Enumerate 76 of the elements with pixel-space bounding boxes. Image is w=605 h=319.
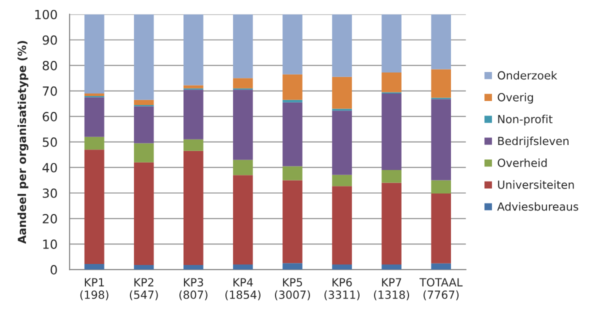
bar	[134, 106, 154, 144]
legend-label: Adviesbureaus	[497, 202, 578, 211]
bar	[382, 170, 402, 183]
bar	[332, 14, 352, 77]
bar	[233, 90, 253, 160]
x-tick-label: KP6 (3311)	[324, 278, 360, 300]
legend-label: Overig	[498, 92, 533, 104]
y-tick-label: 30	[42, 188, 57, 198]
legend-label: Non-profit	[498, 114, 553, 126]
y-tick-label: 100	[35, 10, 57, 20]
bar	[134, 264, 154, 270]
y-tick-label: 70	[42, 86, 57, 96]
bar	[431, 99, 451, 180]
bar	[84, 14, 104, 94]
bar	[431, 180, 451, 194]
x-tick-label: TOTAAL (7767)	[419, 278, 463, 300]
bar	[282, 102, 302, 166]
legend-label: Overheid	[498, 158, 547, 168]
bar	[382, 93, 402, 170]
x-tick-label: KP7 (1318)	[374, 278, 410, 300]
bar	[184, 139, 204, 151]
bar	[332, 264, 352, 270]
bar	[184, 14, 204, 86]
bar	[84, 97, 104, 137]
legend-label: Onderzoek	[498, 70, 558, 80]
y-tick-label: 10	[43, 240, 57, 249]
bar	[233, 175, 253, 264]
bar	[382, 182, 402, 264]
y-tick-label: 60	[42, 112, 57, 122]
y-tick-label: 0	[50, 265, 57, 274]
bar	[431, 69, 451, 98]
bar	[332, 174, 352, 186]
y-tick-label: 80	[42, 60, 57, 70]
bar	[134, 100, 154, 105]
x-tick-label: KP2 (547)	[130, 278, 158, 300]
bar	[282, 100, 302, 102]
bar	[134, 14, 154, 100]
bar	[233, 264, 253, 270]
bar	[382, 14, 402, 73]
x-tick-label: KP1 (198)	[80, 278, 108, 300]
bar	[282, 14, 302, 74]
bar	[431, 263, 451, 270]
x-tick-label: KP3 (807)	[179, 278, 208, 300]
bar	[431, 194, 451, 264]
bar	[84, 264, 104, 270]
y-tick-label: 90	[42, 35, 57, 45]
bar	[233, 14, 253, 78]
bar	[332, 110, 352, 175]
legend-label: Universiteiten	[498, 180, 574, 189]
bar	[282, 263, 302, 270]
bar	[134, 143, 154, 162]
bar	[233, 78, 253, 88]
bar	[332, 76, 352, 109]
bar	[184, 90, 204, 140]
y-tick-label: 20	[42, 214, 57, 224]
bar	[184, 150, 204, 265]
bar	[382, 264, 402, 270]
bar	[282, 74, 302, 100]
bar	[282, 166, 302, 180]
x-tick-label: KP4 (1854)	[225, 278, 260, 300]
y-tick-label: 40	[42, 162, 57, 172]
x-tick-label: KP5 (3007)	[274, 278, 310, 300]
bar	[382, 72, 402, 92]
bar	[233, 160, 253, 176]
bar	[134, 162, 154, 265]
legend-label: Bedrijfsleven	[498, 136, 568, 148]
bar	[84, 93, 104, 96]
y-tick-label: 50	[42, 137, 57, 147]
y-axis-title: Aandeel per organisatietype (%)	[18, 41, 28, 244]
bar	[282, 180, 302, 264]
bar	[184, 85, 204, 88]
bar	[184, 264, 204, 270]
bar	[431, 14, 451, 70]
bar	[84, 136, 104, 150]
bar	[84, 150, 104, 264]
bar	[332, 186, 352, 264]
